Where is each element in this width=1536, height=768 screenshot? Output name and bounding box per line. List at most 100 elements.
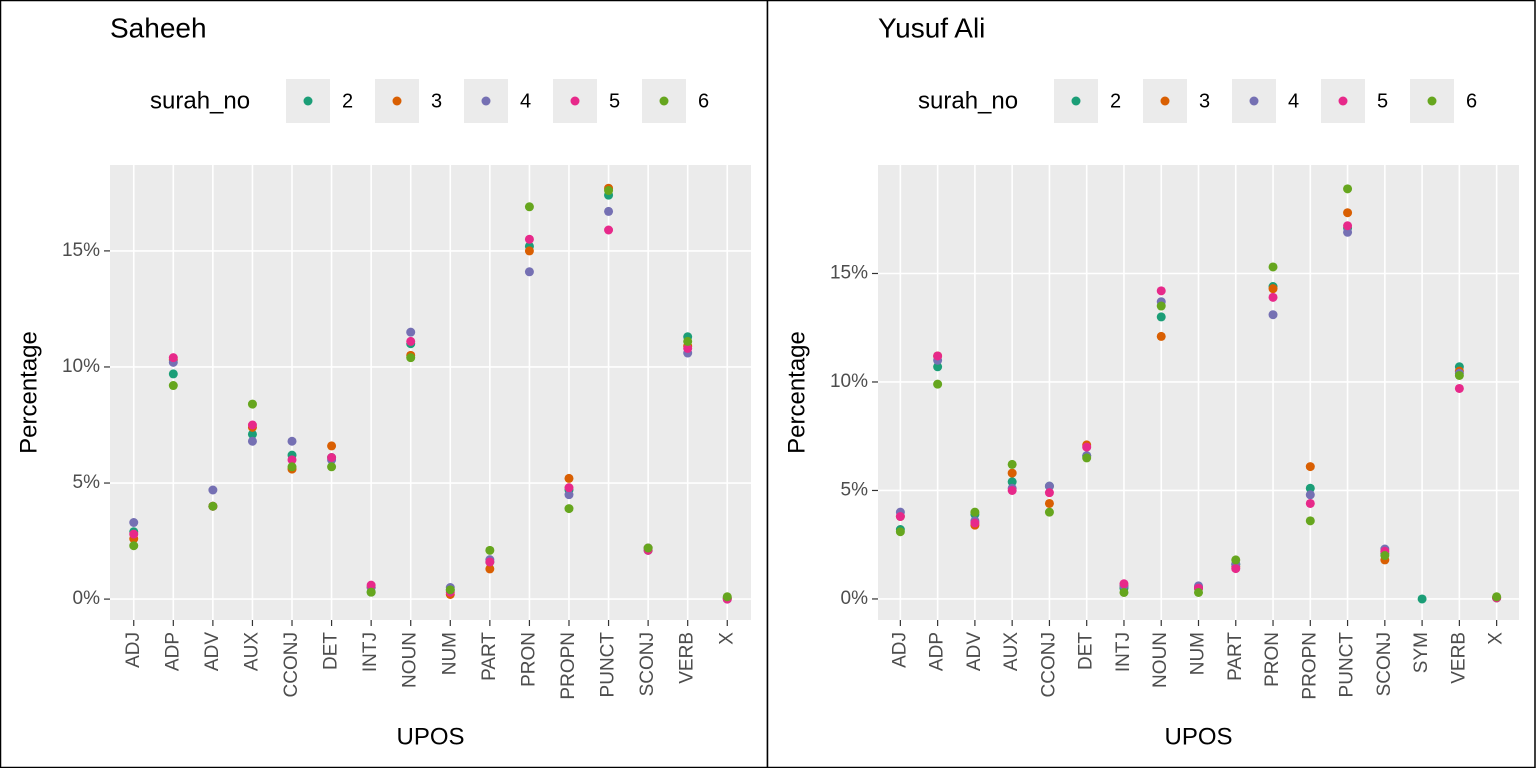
point — [366, 587, 376, 597]
point — [445, 585, 455, 595]
point — [564, 483, 574, 493]
point — [604, 206, 614, 216]
point — [1305, 490, 1315, 500]
point — [895, 527, 905, 537]
point — [1305, 516, 1315, 526]
point — [933, 362, 943, 372]
point — [1231, 555, 1241, 565]
x-axis-title: UPOS — [1164, 723, 1232, 750]
x-tick-label: CCONJ — [281, 632, 302, 697]
legend-swatch — [659, 96, 669, 106]
point — [1007, 468, 1017, 478]
point — [1454, 370, 1464, 380]
point — [1343, 184, 1353, 194]
point — [247, 436, 257, 446]
point — [406, 353, 416, 363]
x-tick-label: PROPN — [1299, 632, 1320, 700]
point — [485, 545, 495, 555]
x-tick-label: VERB — [677, 632, 698, 684]
point — [970, 507, 980, 517]
point — [1156, 286, 1166, 296]
y-axis-title: Percentage — [15, 331, 42, 454]
x-tick-label: DET — [321, 632, 342, 670]
x-tick-label: ADV — [202, 632, 223, 671]
legend-swatch — [1071, 96, 1081, 106]
x-tick-label: INTJ — [1113, 632, 1134, 672]
point — [1156, 312, 1166, 322]
point — [406, 327, 416, 337]
legend-label: 6 — [698, 90, 709, 112]
point — [683, 336, 693, 346]
x-tick-label: PUNCT — [1337, 632, 1358, 698]
legend-label: 3 — [431, 90, 442, 112]
x-tick-label: ADP — [162, 632, 183, 671]
point — [933, 379, 943, 389]
x-tick-label: PROPN — [558, 632, 579, 700]
point — [524, 234, 534, 244]
x-tick-label: PART — [479, 632, 500, 681]
point — [524, 246, 534, 256]
legend-swatch — [392, 96, 402, 106]
point — [208, 485, 218, 495]
point — [129, 518, 139, 527]
chart-title: Saheeh — [110, 12, 207, 43]
x-tick-label: NUM — [1188, 632, 1209, 675]
x-tick-label: SCONJ — [1374, 632, 1395, 696]
point — [1343, 208, 1353, 218]
point — [1305, 498, 1315, 508]
point — [643, 543, 653, 553]
point — [1268, 284, 1278, 294]
point — [168, 369, 178, 379]
y-tick-label: 0% — [73, 588, 101, 609]
x-axis-title: UPOS — [396, 723, 464, 750]
x-tick-label: NUM — [439, 632, 460, 675]
point — [564, 504, 574, 514]
x-tick-label: ADJ — [123, 632, 144, 668]
y-tick-label: 10% — [830, 371, 868, 392]
point — [1119, 579, 1129, 589]
point — [564, 473, 574, 483]
legend-label: 6 — [1466, 90, 1477, 112]
point — [1082, 453, 1092, 463]
legend-label: 4 — [1288, 90, 1299, 112]
panel: Saheeh surah_no 2 3 4 5 6 0% 5% 10% 15% ADJ ADP ADV AU… — [15, 12, 751, 750]
point — [524, 267, 534, 277]
point — [1268, 310, 1278, 320]
x-tick-label: ADV — [964, 632, 985, 671]
legend-label: 5 — [1377, 90, 1388, 112]
point — [168, 353, 178, 363]
legend-swatch — [1249, 96, 1259, 106]
x-tick-label: NOUN — [400, 632, 421, 688]
point — [1082, 442, 1092, 452]
point — [1044, 488, 1054, 498]
x-tick-label: X — [716, 632, 737, 645]
point — [247, 429, 257, 439]
point — [366, 580, 376, 590]
y-tick-label: 0% — [841, 588, 869, 609]
point — [1380, 551, 1390, 561]
point — [1268, 292, 1278, 302]
legend-label: 5 — [609, 90, 620, 112]
point — [604, 225, 614, 235]
point — [485, 564, 495, 574]
point — [970, 518, 980, 528]
y-tick-label: 15% — [830, 263, 868, 284]
legend-label: 2 — [1110, 90, 1121, 112]
point — [1007, 477, 1017, 487]
chart-title: Yusuf Ali — [878, 12, 985, 43]
x-tick-label: INTJ — [360, 632, 381, 672]
x-tick-label: PUNCT — [598, 632, 619, 698]
x-tick-label: ADP — [927, 632, 948, 671]
point — [129, 541, 139, 551]
x-tick-label: PRON — [518, 632, 539, 687]
x-tick-label: CCONJ — [1038, 632, 1059, 697]
legend-title: surah_no — [918, 87, 1018, 114]
point — [327, 462, 337, 472]
x-tick-label: AUX — [1001, 632, 1022, 671]
point — [287, 462, 297, 472]
point — [1268, 262, 1278, 272]
x-tick-label: NOUN — [1150, 632, 1171, 688]
y-axis-title: Percentage — [783, 331, 810, 454]
point — [1194, 587, 1203, 597]
x-tick-label: ADJ — [889, 632, 910, 668]
